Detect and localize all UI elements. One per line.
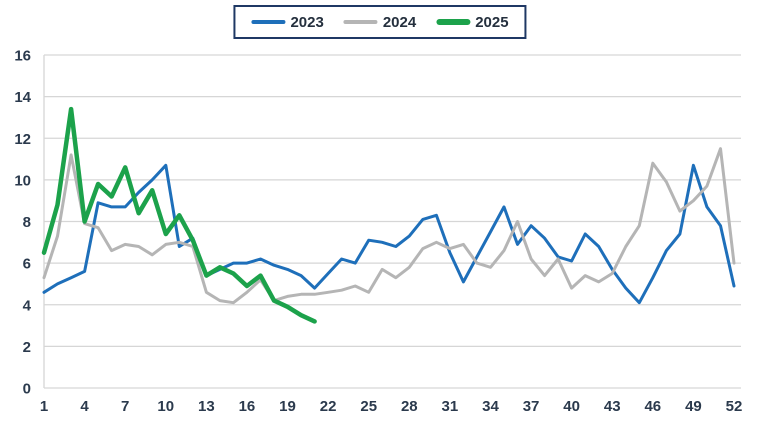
y-tick-label-16: 16 [14,48,31,65]
x-tick-label-22: 22 [320,398,337,415]
series-line-2023 [42,163,736,305]
legend-swatch-2024-line [343,20,378,24]
x-tick-label-43: 43 [604,398,621,415]
y-tick-label-0: 0 [23,381,31,398]
x-tick-label-31: 31 [442,398,459,415]
legend-label-2024: 2024 [382,13,417,31]
y-tick-label-8: 8 [23,214,31,231]
x-tick-label-1: 1 [40,398,48,415]
chart-legend: 2023 2024 2025 [233,5,527,39]
x-tick-label-49: 49 [685,398,702,415]
y-tick-label-14: 14 [14,89,31,106]
x-tick-label-16: 16 [239,398,256,415]
legend-item-2025: 2025 [436,13,509,31]
x-tick-label-13: 13 [198,398,215,415]
series-line-2024 [42,147,736,305]
x-tick-label-34: 34 [482,398,499,415]
y-tick-label-4: 4 [23,297,32,314]
x-tick-label-19: 19 [279,398,296,415]
legend-swatch-2023-line [251,20,286,24]
x-tick-label-25: 25 [360,398,377,415]
legend-label-2023: 2023 [290,13,324,31]
y-tick-label-2: 2 [23,339,31,356]
x-tick-label-28: 28 [401,398,418,415]
legend-label-2025: 2025 [475,13,509,31]
x-tick-label-7: 7 [121,398,129,415]
x-tick-label-37: 37 [523,398,540,415]
y-tick-label-6: 6 [23,256,31,273]
series-line-2025 [41,106,317,324]
legend-item-2023: 2023 [251,13,324,31]
y-tick-label-10: 10 [14,172,31,189]
legend-item-2024: 2024 [343,13,417,31]
legend-swatch-2025-line [436,19,471,25]
x-tick-label-46: 46 [644,398,661,415]
x-tick-label-4: 4 [80,398,89,415]
x-tick-label-52: 52 [726,398,743,415]
x-tick-label-40: 40 [563,398,580,415]
y-tick-label-12: 12 [14,131,31,148]
x-tick-label-10: 10 [157,398,174,415]
